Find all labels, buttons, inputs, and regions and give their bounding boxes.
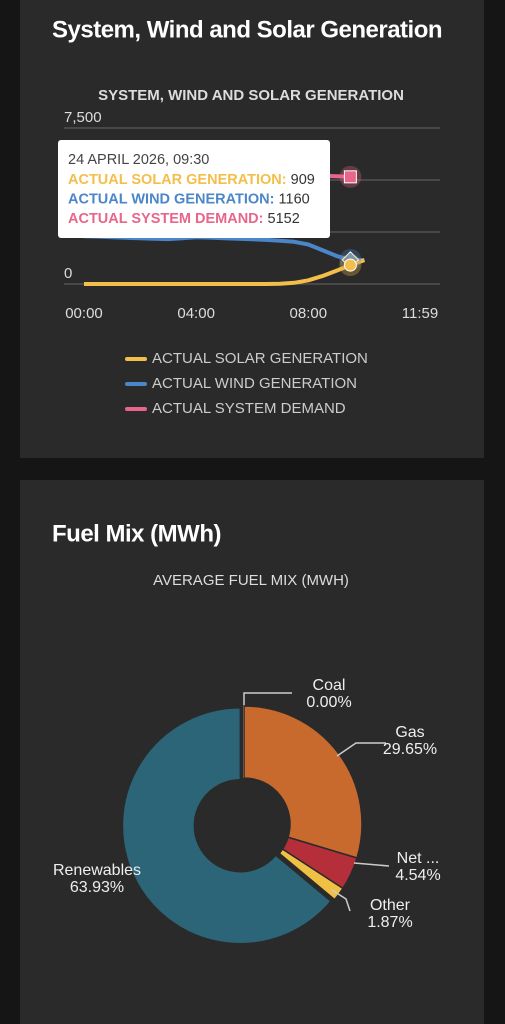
tooltip-series-name: ACTUAL SYSTEM DEMAND — [68, 211, 259, 227]
slice-value-label: 1.87% — [367, 914, 412, 931]
slice-label: Gas — [395, 724, 424, 741]
legend-label: ACTUAL SOLAR GENERATION — [152, 350, 368, 367]
leader-line — [336, 742, 386, 757]
slice-label: Net ... — [397, 850, 440, 867]
hover-marker — [343, 258, 357, 272]
tooltip-box — [58, 140, 330, 238]
leader-line — [331, 889, 351, 912]
tooltip-value: 1160 — [279, 191, 310, 207]
tooltip-row: ACTUAL WIND GENERATION: 1160 — [68, 191, 310, 207]
slice-value-label: 0.00% — [306, 694, 351, 711]
series-line — [84, 258, 366, 286]
tooltip: 24 APRIL 2026, 09:30 ACTUAL SOLAR GENERAT… — [58, 140, 330, 238]
tooltip-series-name: ACTUAL WIND GENERATION — [68, 191, 270, 207]
tooltip-row: ACTUAL SYSTEM DEMAND: 5152 — [68, 211, 300, 227]
x-tick-label: 04:00 — [177, 305, 215, 322]
tooltip-colon: : — [270, 191, 275, 207]
legend-label: ACTUAL WIND GENERATION — [152, 375, 357, 392]
chart-title: SYSTEM, WIND AND SOLAR GENERATION — [98, 87, 404, 104]
x-tick-label: 11:59 — [402, 305, 438, 322]
tooltip-series-name: ACTUAL SOLAR GENERATION — [68, 172, 282, 188]
legend-label: ACTUAL SYSTEM DEMAND — [152, 400, 346, 417]
card-heading: Fuel Mix (MWh) — [52, 520, 221, 547]
x-tick-label: 08:00 — [290, 305, 328, 322]
slice-value-label: 63.93% — [70, 879, 124, 896]
tooltip-colon: : — [282, 172, 287, 188]
leader-line — [243, 692, 292, 708]
slice-label: Renewables — [53, 862, 141, 879]
slice-value-label: 29.65% — [383, 741, 437, 758]
slice-value-label: 4.54% — [395, 867, 440, 884]
slice-label: Coal — [313, 677, 346, 694]
tooltip-colon: : — [259, 211, 264, 227]
leader-line — [353, 862, 390, 867]
y-tick-label: 7,500 — [64, 109, 102, 126]
card-heading: System, Wind and Solar Generation — [52, 16, 442, 43]
pie-slice — [121, 706, 333, 945]
y-tick-label: 0 — [64, 265, 72, 282]
tooltip-value: 909 — [291, 172, 315, 188]
slice-label: Other — [370, 897, 411, 914]
tooltip-title: 24 APRIL 2026, 09:30 — [68, 152, 209, 168]
hover-marker — [343, 170, 357, 184]
x-tick-label: 00:00 — [65, 305, 103, 322]
pie-slice — [278, 848, 344, 901]
chart-title: AVERAGE FUEL MIX (MWH) — [153, 572, 349, 589]
pie-slice — [243, 705, 363, 859]
tooltip-value: 5152 — [268, 211, 300, 227]
tooltip-row: ACTUAL SOLAR GENERATION: 909 — [68, 172, 315, 188]
